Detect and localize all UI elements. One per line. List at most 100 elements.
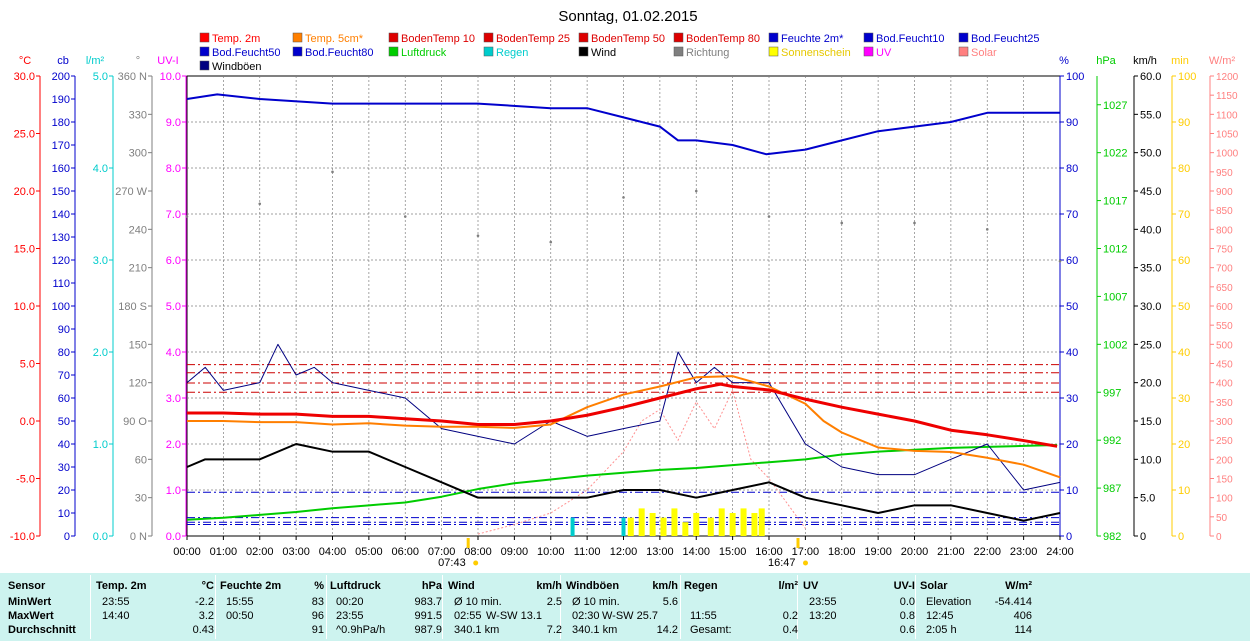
stats-cell-time: 15:55 [226, 596, 254, 608]
left-axis-tick-label: 8.0 [166, 163, 181, 175]
right-axis-tick-label: 997 [1103, 387, 1121, 399]
right-axis-tick-label: 450 [1216, 360, 1233, 371]
gust-line [186, 343, 1061, 491]
left-axis-tick-label: 10 [58, 508, 70, 520]
right-axis-tick-label: 0 [1140, 531, 1146, 543]
direction-dot [694, 189, 698, 193]
left-axis-tick-label: 0.0 [166, 531, 181, 543]
right-axis-tick-label: 50 [1066, 301, 1078, 313]
stats-header-label: UV [803, 580, 819, 592]
right-axis-tick-label: 30.0 [1140, 301, 1161, 313]
right-axis-tick-label: 15.0 [1140, 416, 1161, 428]
x-axis-tick-label: 08:00 [464, 546, 492, 558]
x-axis-tick-label: 21:00 [937, 546, 965, 558]
legend-label: BodenTemp 80 [686, 33, 760, 45]
left-axis-tick-label: 10.0 [160, 71, 181, 83]
grid [187, 76, 1060, 536]
left-axis-tick-label: 170 [52, 140, 70, 152]
stats-cell-value: W-SW 25.7 [601, 610, 658, 622]
stats-header-unit: % [314, 580, 324, 592]
legend-swatch [958, 46, 969, 57]
right-axis-tick-label: 1150 [1216, 91, 1238, 102]
legend-label: UV [876, 47, 892, 59]
left-axis-tick-label: 6.0 [166, 255, 181, 267]
stats-header-unit: °C [201, 580, 214, 592]
left-axis-tick-label: 20 [58, 485, 70, 497]
x-axis-tick-label: 07:00 [428, 546, 456, 558]
right-axis-tick-label: 300 [1216, 417, 1233, 428]
right-axis-tick-label: 60.0 [1140, 71, 1161, 83]
legend-swatch [199, 32, 210, 43]
left-axis-unit: cb [57, 55, 69, 67]
legend-label: Bod.Feucht50 [212, 47, 281, 59]
left-axis-tick-label: -5.0 [16, 474, 35, 486]
sunset-label: 16:47 [768, 557, 796, 569]
stats-column-separator [560, 575, 561, 639]
direction-dot [185, 215, 189, 218]
right-axis-tick-label: 80 [1066, 163, 1078, 175]
weather-chart: Sonntag, 01.02.2015 Temp. 2m Temp. 5cm* Bo… [9, 8, 1239, 569]
left-axis-unit: l/m² [86, 55, 105, 67]
left-axis-tick-label: 0.0 [93, 531, 108, 543]
x-axis-tick-label: 11:00 [574, 546, 601, 558]
right-axis-tick-label: 40 [1066, 347, 1078, 359]
stats-cell-time: Gesamt: [690, 624, 732, 636]
x-axis-tick-label: 04:00 [319, 546, 347, 558]
right-axis-unit: W/m² [1209, 55, 1236, 67]
legend-swatch [578, 46, 589, 57]
stats-column-separator [215, 575, 216, 639]
sunshine-bar [729, 513, 736, 536]
legend-swatch [388, 32, 399, 43]
x-axis-tick-label: 14:00 [682, 546, 710, 558]
stats-cell-time: 340.1 km [454, 624, 500, 636]
stats-cell-time: 12:45 [926, 610, 954, 622]
stats-cell-time: 02:30 [572, 610, 600, 622]
stats-header-unit: UV-I [893, 580, 915, 592]
direction-dot [767, 215, 771, 218]
left-axis-tick-label: 90 [58, 324, 70, 336]
x-axis-tick-label: 12:00 [610, 546, 638, 558]
rain-bar [570, 517, 575, 536]
left-axis-tick-label: 25.0 [14, 129, 35, 141]
stats-cell-time: 02:55 [454, 610, 482, 622]
stats-cell-time: 340.1 km [572, 624, 618, 636]
right-axis-tick-label: 90 [1178, 117, 1190, 129]
right-axis-tick-label: 1200 [1216, 72, 1239, 83]
temp-2m-line [187, 382, 1058, 448]
sunshine-bar [718, 508, 725, 536]
right-axis-tick-label: 30 [1178, 393, 1190, 405]
stats-header-label: Feuchte 2m [220, 580, 282, 592]
right-axis-tick-label: 600 [1216, 302, 1233, 313]
rain-bar [621, 517, 626, 536]
stats-row-label: MinWert [8, 596, 52, 608]
left-axis-tick-label: -10.0 [10, 531, 35, 543]
sunrise-marker [466, 538, 470, 548]
x-axis-tick-label: 22:00 [973, 546, 1001, 558]
right-axis-tick-label: 900 [1216, 187, 1233, 198]
right-axis-tick-label: 50 [1216, 513, 1228, 524]
left-axis-tick-label: 2.0 [166, 439, 181, 451]
right-axis-tick-label: 10.0 [1140, 454, 1161, 466]
pressure-line [186, 443, 1058, 521]
sunset-marker [796, 538, 800, 548]
legend-label: Regen [496, 47, 528, 59]
left-axis-tick-label: 1.0 [93, 439, 108, 451]
right-axis-unit: min [1171, 55, 1189, 67]
right-axis-tick-label: 80 [1178, 163, 1190, 175]
stats-column-separator [90, 575, 91, 639]
legend-label: Luftdruck [401, 47, 447, 59]
stats-header-label: Wind [448, 580, 475, 592]
x-axis-tick-label: 17:00 [792, 546, 820, 558]
left-axis-tick-label: 90 O [123, 416, 147, 428]
stats-cell-value: 14.2 [656, 624, 678, 636]
right-axis-tick-label: 20 [1066, 439, 1078, 451]
data-marks [185, 93, 1062, 536]
left-axis-tick-label: 5.0 [166, 301, 181, 313]
legend-swatch [483, 32, 494, 43]
right-axis-tick-label: 350 [1216, 398, 1233, 409]
stats-cell-time: 2:05 h [926, 624, 957, 636]
right-axis-unit: hPa [1096, 55, 1116, 67]
left-axis-tick-label: 5.0 [93, 71, 108, 83]
x-axis: 00:00 01:00 02:00 03:00 04:00 05:00 06:00 07:00… [173, 536, 1074, 569]
left-axis-tick-label: 9.0 [166, 117, 181, 129]
